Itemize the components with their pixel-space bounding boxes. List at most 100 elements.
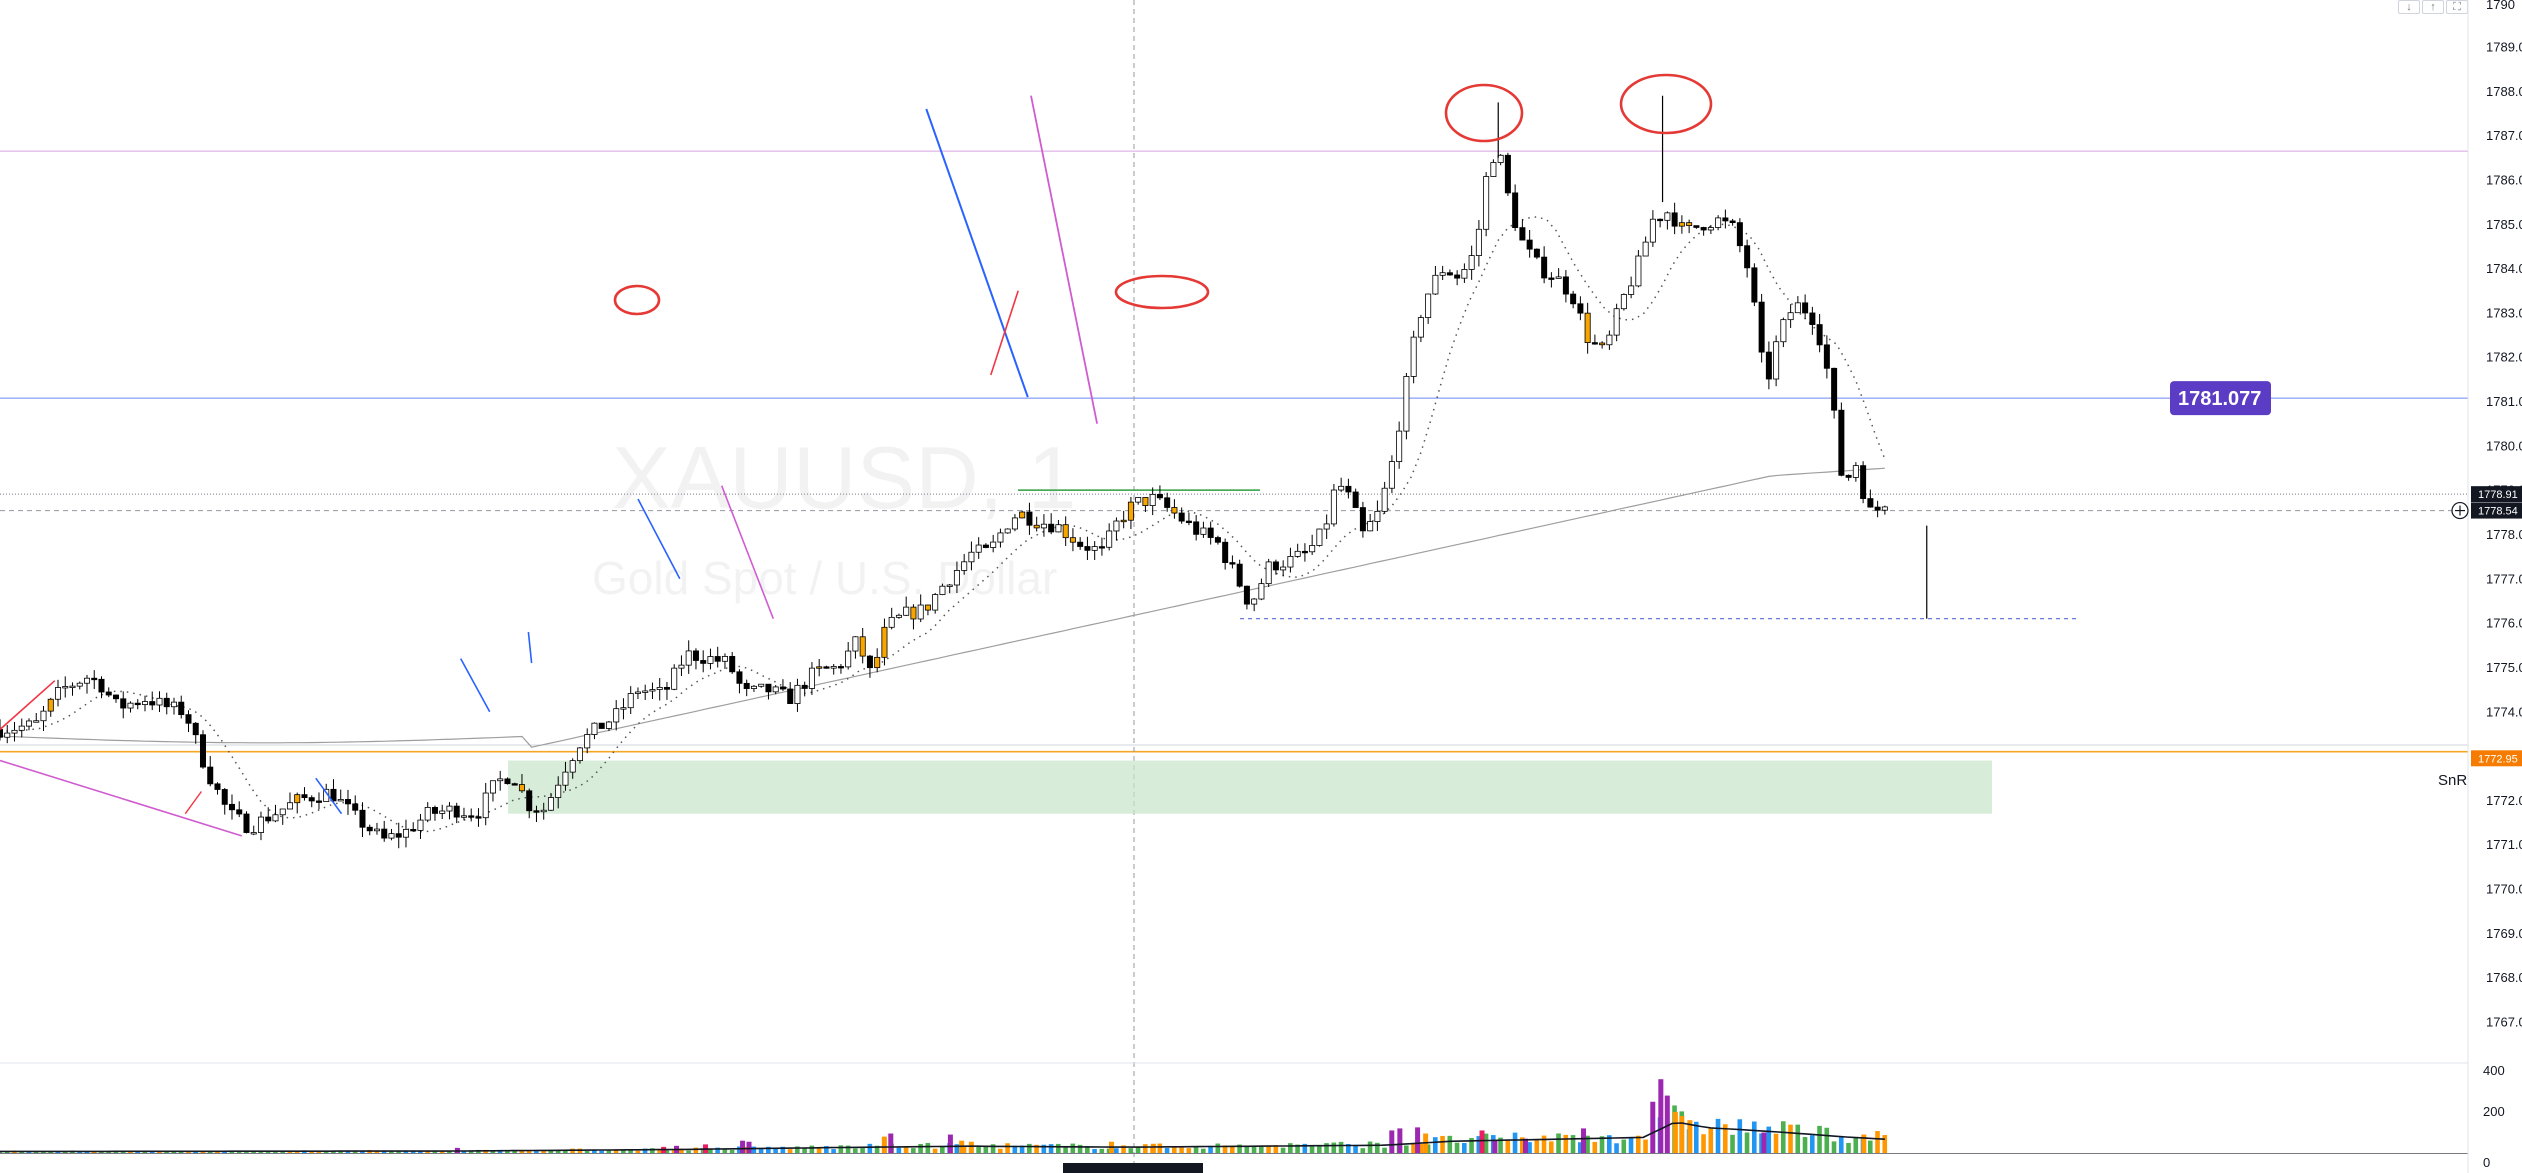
volume-bar [1164, 1148, 1170, 1153]
volume-bar [1085, 1146, 1090, 1153]
volume-bar [396, 1151, 401, 1153]
volume-bar [686, 1150, 691, 1153]
arrow-down-icon: ↓ [2406, 1, 2412, 13]
candle-body [1802, 302, 1809, 314]
volume-bar [1346, 1144, 1351, 1153]
volume-bar [1367, 1141, 1373, 1153]
candle-body [1729, 220, 1736, 224]
candle-body [76, 682, 83, 687]
candle-body [250, 832, 257, 835]
candle-body [1156, 493, 1163, 499]
candle-body [1280, 566, 1287, 571]
volume-bar [1853, 1137, 1859, 1153]
scroll-up-button[interactable]: ↑ [2422, 0, 2444, 14]
candle-body [1098, 546, 1105, 549]
volume-bar [860, 1148, 865, 1153]
candle-body [866, 655, 873, 669]
candle-body [772, 686, 779, 693]
volume-bar [628, 1150, 633, 1153]
candle-body [758, 683, 765, 687]
candle-body [207, 766, 214, 785]
volume-bar [512, 1149, 517, 1153]
volume-bar [635, 1150, 641, 1153]
volume-bar [976, 1145, 981, 1153]
volume-bar [1143, 1144, 1148, 1153]
volume-bar [1831, 1141, 1837, 1153]
volume-bar [1251, 1146, 1257, 1153]
candle-body [352, 803, 359, 811]
candle-body [424, 807, 431, 821]
volume-bar [1273, 1145, 1279, 1153]
candle-body [453, 805, 460, 818]
pattern-circle [1444, 83, 1524, 143]
volume-bar [824, 1146, 829, 1153]
price-axis-tick: 1787.00 [2486, 128, 2522, 143]
candle-body [1142, 497, 1149, 507]
volume-bar [1479, 1130, 1485, 1153]
volume-bar [1570, 1135, 1576, 1153]
candle-body [1309, 545, 1316, 553]
candle-body [265, 816, 272, 822]
volume-bar [490, 1150, 496, 1153]
candle-body [1207, 527, 1214, 538]
volume-bar [1034, 1144, 1039, 1153]
candle-body [149, 701, 156, 706]
candle-body [1744, 245, 1751, 269]
trend-line-magenta [720, 485, 775, 619]
candle-body [33, 720, 40, 723]
candle-body [547, 797, 554, 811]
watermark-symbol: XAUUSD, 1 [612, 428, 1077, 527]
snr-zone: SnR [508, 760, 2467, 814]
candle-body [47, 698, 54, 712]
candle-body [272, 814, 279, 822]
candle-body [1004, 528, 1011, 534]
scroll-down-button[interactable]: ↓ [2398, 0, 2420, 14]
candles [0, 95, 1928, 849]
candle-body [460, 815, 467, 818]
volume-bar [1761, 1132, 1767, 1153]
candle-body [1533, 248, 1540, 258]
candle-body [1149, 493, 1156, 507]
trend-line-blue [527, 631, 533, 664]
candle-body [634, 691, 641, 694]
volume-bar [1157, 1143, 1163, 1153]
candle-body [1048, 523, 1055, 533]
candle-body [1229, 562, 1236, 565]
candle-body [830, 666, 837, 669]
volume-bar [338, 1151, 343, 1153]
volume-bar [1266, 1146, 1271, 1153]
candle-body [40, 710, 47, 722]
volume-bar [1019, 1145, 1025, 1153]
volume-bar [1483, 1133, 1489, 1153]
volume-bar [740, 1140, 746, 1153]
price-axis-tick: 1774.00 [2486, 704, 2522, 719]
volume-bar [715, 1147, 720, 1153]
cursor-price-tag-text: 1778.54 [2478, 506, 2518, 518]
candle-body [18, 725, 25, 731]
candle-body [482, 792, 489, 819]
volume-bar [1614, 1143, 1619, 1153]
candle-body [1127, 501, 1134, 521]
candle-body [301, 794, 308, 799]
candle-body [11, 729, 18, 734]
candle-body [1497, 154, 1504, 163]
volume-bar [1730, 1134, 1735, 1153]
candle-body [1642, 241, 1649, 257]
volume-bar [1309, 1146, 1315, 1153]
watermark-description: Gold Spot / U.S. Dollar [592, 552, 1057, 604]
candle-body [1577, 303, 1584, 314]
candle-body [888, 616, 895, 628]
candle-body [692, 650, 699, 661]
candle-body [765, 683, 772, 693]
candle-body [975, 544, 982, 553]
volume-bar [896, 1147, 902, 1153]
volume-bar [1063, 1145, 1068, 1153]
price-axis-tick: 1782.00 [2486, 350, 2522, 365]
orange-level-tag-text: 1772.95 [2478, 753, 2518, 765]
volume-bar [1070, 1143, 1076, 1153]
candle-body [1200, 527, 1207, 535]
volume-bar [1780, 1121, 1786, 1153]
volume-bar [1664, 1095, 1670, 1153]
volume-bar [903, 1147, 909, 1153]
